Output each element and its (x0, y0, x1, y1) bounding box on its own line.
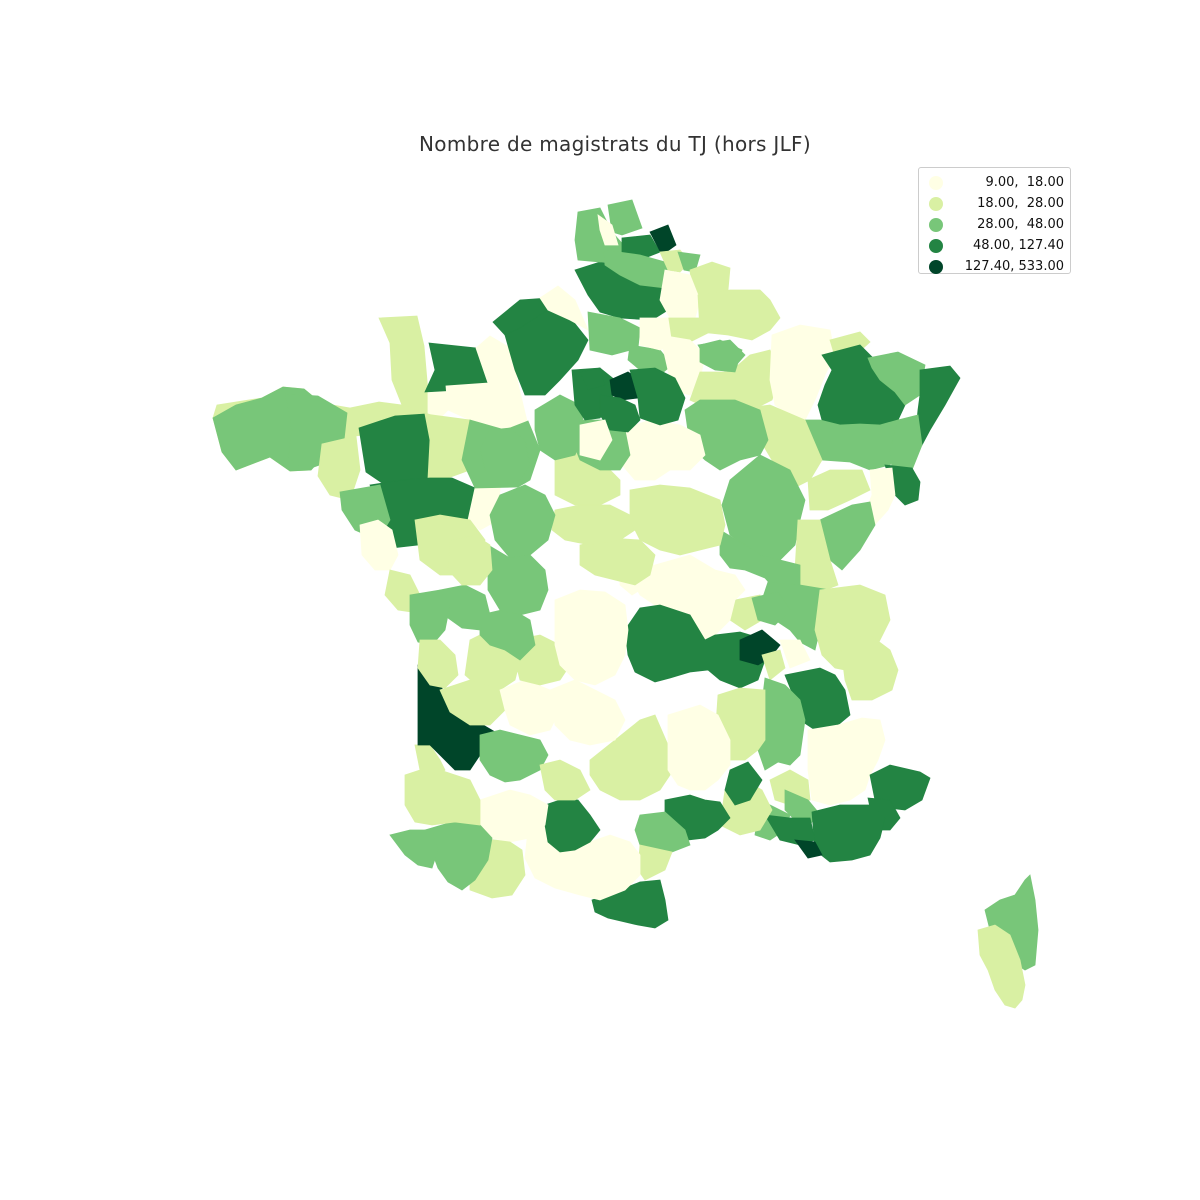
tj-region (769, 324, 836, 421)
tj-region (697, 289, 781, 341)
tj-region (589, 714, 671, 801)
tj-region (807, 469, 871, 511)
tj-region (549, 679, 626, 746)
map-legend: 9.00, 18.00 18.00, 28.00 28.00, 48.00 48.00… (918, 167, 1071, 274)
tj-region (389, 829, 439, 869)
tj-region (417, 639, 459, 689)
tj-region (779, 639, 811, 669)
tj-region (599, 394, 641, 433)
tj-region (977, 924, 1026, 1009)
tj-region (699, 339, 743, 373)
tj-region (579, 367, 606, 391)
legend-label: 48.00, 127.40 (973, 238, 1064, 253)
legend-item: 18.00, 28.00 (929, 193, 1070, 214)
tj-region (867, 351, 926, 406)
legend-swatch (929, 217, 943, 232)
legend-label: 18.00, 28.00 (977, 196, 1064, 211)
tj-region (539, 285, 589, 331)
legend-swatch (929, 175, 943, 190)
tj-region (629, 367, 686, 426)
tj-region (591, 879, 669, 929)
tj-region (751, 591, 791, 626)
legend-swatch (929, 259, 943, 274)
tj-region (794, 839, 823, 859)
tj-region (404, 769, 481, 826)
tj-regions (212, 199, 1039, 1009)
tj-region (764, 814, 816, 846)
tj-region (761, 649, 786, 681)
legend-item: 48.00, 127.40 (929, 235, 1070, 256)
tj-region (539, 759, 591, 801)
tj-region (359, 519, 399, 571)
tj-region (479, 427, 531, 486)
tj-region (579, 537, 656, 586)
tj-region (358, 413, 431, 486)
tj-region (624, 604, 766, 689)
tj-region (597, 214, 619, 246)
tj-region (724, 761, 763, 806)
map-title: Nombre de magistrats du TJ (hors JLF) (419, 132, 811, 156)
tj-region (447, 534, 493, 586)
tj-region (554, 589, 629, 686)
tj-region (629, 484, 726, 556)
tj-region (534, 394, 586, 461)
legend-swatch (929, 238, 943, 253)
tj-region (499, 679, 561, 736)
tj-region (439, 679, 506, 726)
tj-region (667, 704, 731, 791)
tj-region (479, 729, 549, 783)
legend-item: 28.00, 48.00 (929, 214, 1070, 235)
tj-region (619, 419, 706, 481)
legend-swatch (929, 196, 943, 211)
tj-region (914, 365, 961, 446)
legend-item: 9.00, 18.00 (929, 172, 1070, 193)
tj-region (821, 599, 853, 631)
legend-item: 127.40, 533.00 (929, 256, 1070, 277)
tj-region (839, 634, 899, 701)
tj-region (409, 589, 451, 646)
legend-label: 9.00, 18.00 (985, 175, 1064, 190)
legend-label: 127.40, 533.00 (964, 259, 1064, 274)
tj-region (811, 804, 886, 863)
tj-region (489, 484, 556, 559)
tj-region (649, 224, 677, 256)
tj-region (579, 419, 613, 461)
legend-label: 28.00, 48.00 (977, 217, 1064, 232)
tj-region (487, 544, 549, 616)
